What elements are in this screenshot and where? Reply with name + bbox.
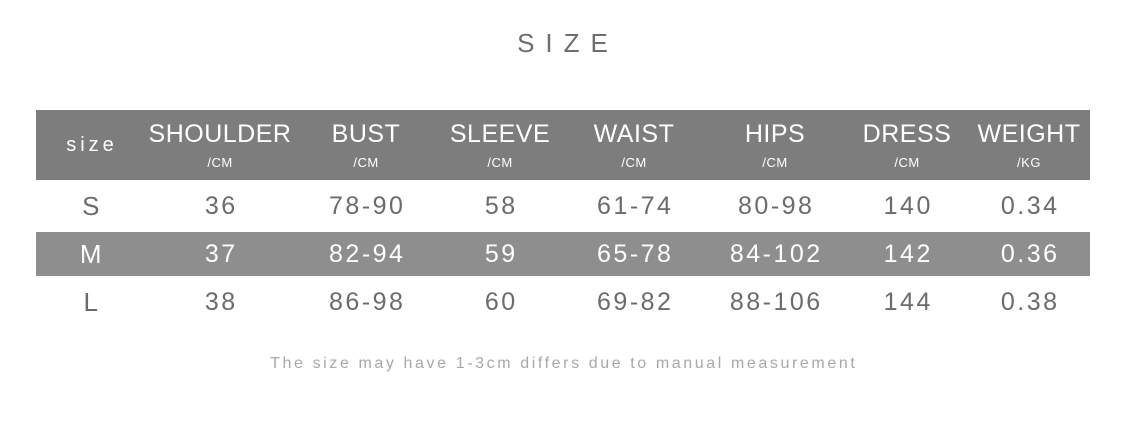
page-title: SIZE bbox=[517, 28, 619, 58]
cell-bust: 82-94 bbox=[329, 239, 406, 268]
cell-waist: 65-78 bbox=[597, 239, 674, 268]
column-header-dress: DRESS /CM bbox=[846, 110, 968, 180]
column-header-bust-unit: /CM bbox=[353, 154, 379, 170]
column-header-weight-unit: /KG bbox=[1017, 154, 1041, 170]
cell-size: S bbox=[82, 190, 101, 221]
table-header: size SHOULDER /CM BUST /CM bbox=[36, 110, 1090, 180]
cell-waist: 69-82 bbox=[597, 287, 674, 316]
cell-hips: 84-102 bbox=[729, 239, 823, 268]
measurement-disclaimer: The size may have 1-3cm differs due to m… bbox=[270, 355, 858, 372]
column-header-bust-label: BUST bbox=[331, 119, 401, 148]
cell-sleeve: 59 bbox=[484, 239, 518, 268]
cell-dress: 144 bbox=[883, 287, 933, 316]
column-header-weight-label: WEIGHT bbox=[977, 119, 1081, 148]
table-body: S 36 78-90 58 61-74 80-98 140 0.34 M 37 … bbox=[36, 180, 1090, 328]
cell-waist: 61-74 bbox=[597, 191, 674, 220]
column-header-hips: HIPS /CM bbox=[704, 110, 846, 180]
column-header-size: size bbox=[36, 110, 144, 180]
cell-weight: 0.34 bbox=[1000, 191, 1060, 220]
size-table: size SHOULDER /CM BUST /CM bbox=[36, 110, 1090, 328]
column-header-hips-unit: /CM bbox=[762, 154, 788, 170]
cell-shoulder: 37 bbox=[204, 239, 238, 268]
cell-bust: 78-90 bbox=[329, 191, 406, 220]
column-header-dress-label: DRESS bbox=[862, 119, 952, 148]
cell-sleeve: 58 bbox=[484, 191, 518, 220]
column-header-hips-label: HIPS bbox=[744, 119, 806, 148]
column-header-dress-unit: /CM bbox=[894, 154, 920, 170]
column-header-waist: WAIST /CM bbox=[564, 110, 704, 180]
header-row: size SHOULDER /CM BUST /CM bbox=[36, 110, 1090, 180]
cell-shoulder: 38 bbox=[204, 287, 238, 316]
cell-dress: 140 bbox=[883, 191, 933, 220]
table-row: S 36 78-90 58 61-74 80-98 140 0.34 bbox=[36, 180, 1090, 232]
size-table-container: size SHOULDER /CM BUST /CM bbox=[36, 110, 1090, 328]
cell-bust: 86-98 bbox=[329, 287, 406, 316]
table-row: L 38 86-98 60 69-82 88-106 144 0.38 bbox=[36, 276, 1090, 328]
table-row-highlighted: M 37 82-94 59 65-78 84-102 142 0.36 bbox=[36, 232, 1090, 276]
column-header-sleeve-unit: /CM bbox=[487, 154, 513, 170]
column-header-shoulder-label: SHOULDER bbox=[148, 119, 292, 148]
column-header-waist-unit: /CM bbox=[621, 154, 647, 170]
cell-weight: 0.36 bbox=[1000, 239, 1060, 268]
column-header-bust: BUST /CM bbox=[296, 110, 436, 180]
column-header-size-label: size bbox=[66, 133, 118, 156]
column-header-weight: WEIGHT /KG bbox=[968, 110, 1090, 180]
column-header-shoulder: SHOULDER /CM bbox=[144, 110, 296, 180]
cell-hips: 80-98 bbox=[738, 191, 815, 220]
cell-dress: 142 bbox=[883, 239, 933, 268]
column-header-sleeve-label: SLEEVE bbox=[449, 119, 551, 148]
column-header-sleeve: SLEEVE /CM bbox=[436, 110, 564, 180]
column-header-waist-label: WAIST bbox=[593, 119, 675, 148]
cell-shoulder: 36 bbox=[204, 191, 238, 220]
cell-weight: 0.38 bbox=[1000, 287, 1060, 316]
cell-size: L bbox=[83, 286, 99, 317]
cell-sleeve: 60 bbox=[484, 287, 518, 316]
cell-size: M bbox=[79, 238, 103, 269]
column-header-shoulder-unit: /CM bbox=[207, 154, 233, 170]
cell-hips: 88-106 bbox=[729, 287, 823, 316]
